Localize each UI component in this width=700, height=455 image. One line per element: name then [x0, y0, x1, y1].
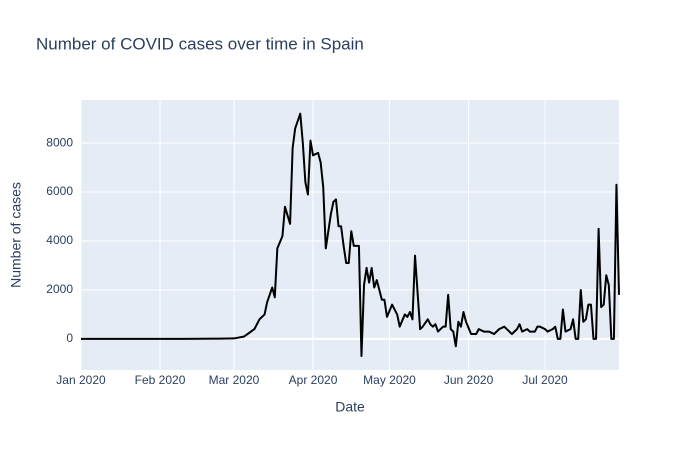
- x-tick-label: Apr 2020: [289, 373, 338, 387]
- y-tick-label: 0: [66, 331, 73, 345]
- y-tick-label: 8000: [46, 135, 73, 149]
- x-tick-label: Feb 2020: [135, 373, 186, 387]
- x-tick-label: May 2020: [363, 373, 416, 387]
- y-tick-label: 6000: [46, 184, 73, 198]
- x-tick-label: Jul 2020: [522, 373, 568, 387]
- y-axis-title: Number of cases: [8, 182, 24, 288]
- y-tick-label: 4000: [46, 233, 73, 247]
- y-tick-label: 2000: [46, 282, 73, 296]
- x-tick-label: Mar 2020: [209, 373, 260, 387]
- x-axis-title: Date: [335, 399, 365, 415]
- x-tick-label: Jun 2020: [444, 373, 494, 387]
- chart-title: Number of COVID cases over time in Spain: [36, 34, 364, 53]
- x-tick-label: Jan 2020: [56, 373, 106, 387]
- data-line: [81, 112, 620, 358]
